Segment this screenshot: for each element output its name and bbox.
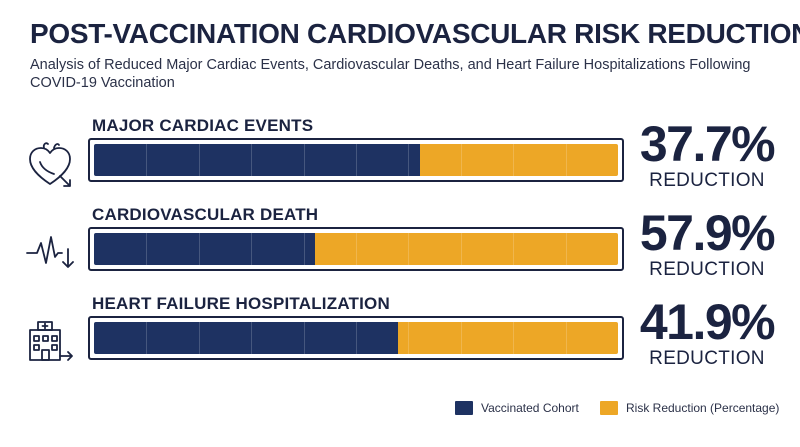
gridline [146,322,148,354]
gridline [251,233,253,265]
gridline [198,144,200,176]
legend-item-vaccinated: Vaccinated Cohort [455,398,579,418]
gridline [356,144,357,176]
gridline [303,233,305,265]
legend-swatch-risk [600,401,618,415]
bar-frame [88,227,624,271]
page-subtitle: Analysis of Reduced Major Cardiac Events… [30,57,751,91]
legend-swatch-vaccinated [455,401,473,415]
bar-segment-vaccinated [94,322,399,354]
reduction-caption: REDUCTION [649,348,765,369]
gridline [303,144,305,176]
gridline [251,144,253,176]
category-label: MAJOR CARDIAC EVENTS [92,116,314,135]
page-title: POST-VACCINATION CARDIOVASCULAR RISK RED… [30,18,800,49]
gridline [565,233,567,265]
gridline [460,233,462,265]
gridline [198,322,200,354]
heart-icon [24,140,76,192]
hospital-icon [24,316,76,368]
chart-row: MAJOR CARDIAC EVENTS 37.7% REDUCTION [0,116,800,202]
legend-label-risk: Risk Reduction (Percentage) [626,401,780,415]
category-label: CARDIOVASCULAR DEATH [92,205,319,224]
gridline [565,144,567,176]
chart-row: HEART FAILURE HOSPITALIZATION 41.9% REDUCT… [0,294,800,380]
gridline [408,233,410,265]
reduction-value: 57.9% [639,205,776,261]
bar-track [94,233,618,265]
gridline [356,322,357,354]
gridline [460,322,462,354]
gridline [408,144,410,176]
reduction-value: 41.9% [639,294,776,350]
bar-segment-vaccinated [94,144,421,176]
bar-segment-risk-reduction [420,144,618,176]
gridline [513,233,515,265]
legend-item-risk: Risk Reduction (Percentage) [600,398,779,418]
bar-track [94,322,618,354]
bar-segment-vaccinated [94,233,315,265]
category-label: HEART FAILURE HOSPITALIZATION [92,294,390,313]
legend-label-vaccinated: Vaccinated Cohort [481,401,579,415]
gridline [356,233,357,265]
gridline [146,233,148,265]
gridline [513,322,515,354]
bar-segment-risk-reduction [314,233,618,265]
reduction-value: 37.7% [639,116,776,172]
reduction-caption: REDUCTION [649,170,765,191]
bar-track [94,144,618,176]
gridline [460,144,462,176]
chart-row: CARDIOVASCULAR DEATH 57.9% REDUCTION [0,205,800,291]
gridline [408,322,410,354]
gridline [146,144,148,176]
gridline [251,322,253,354]
gridline [513,144,515,176]
gridline [303,322,305,354]
gridline [198,233,200,265]
pulse-icon [24,227,76,279]
bar-frame [88,138,624,182]
reduction-caption: REDUCTION [649,259,765,280]
bar-segment-risk-reduction [398,322,618,354]
gridline [565,322,567,354]
bar-frame [88,316,624,360]
